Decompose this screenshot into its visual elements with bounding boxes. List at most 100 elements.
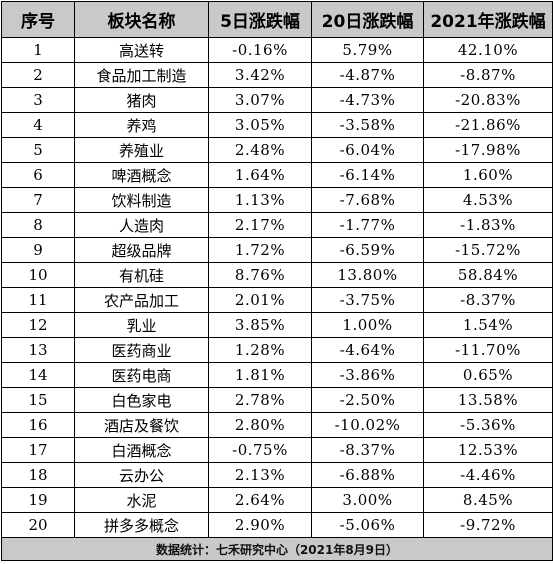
header-index: 序号	[1, 1, 75, 38]
cell-sector-name: 啤酒概念	[74, 162, 209, 188]
cell-5day-change: 2.01%	[208, 287, 312, 313]
cell-5day-change: 3.05%	[208, 112, 312, 138]
cell-20day-change: -1.77%	[311, 212, 424, 238]
cell-ytd-change: -1.83%	[423, 212, 553, 238]
cell-index: 10	[1, 262, 75, 288]
cell-index: 18	[1, 462, 75, 488]
cell-5day-change: 3.42%	[208, 62, 312, 88]
cell-20day-change: -3.75%	[311, 287, 424, 313]
cell-ytd-change: -17.98%	[423, 137, 553, 163]
cell-ytd-change: 0.65%	[423, 362, 553, 388]
cell-5day-change: 1.64%	[208, 162, 312, 188]
cell-5day-change: -0.75%	[208, 437, 312, 463]
cell-20day-change: -4.87%	[311, 62, 424, 88]
cell-index: 17	[1, 437, 75, 463]
cell-5day-change: 2.64%	[208, 487, 312, 513]
cell-sector-name: 人造肉	[74, 212, 209, 238]
cell-sector-name: 养殖业	[74, 137, 209, 163]
cell-ytd-change: -20.83%	[423, 87, 553, 113]
header-20day-change: 20日涨跌幅	[311, 1, 424, 38]
cell-sector-name: 超级品牌	[74, 237, 209, 263]
table-row: 4 养鸡 3.05% -3.58% -21.86%	[1, 112, 553, 138]
cell-sector-name: 猪肉	[74, 87, 209, 113]
cell-5day-change: -0.16%	[208, 37, 312, 63]
table-row: 17 白酒概念 -0.75% -8.37% 12.53%	[1, 437, 553, 463]
table-footer: 数据统计：七禾研究中心（2021年8月9日）	[1, 537, 553, 561]
cell-sector-name: 水泥	[74, 487, 209, 513]
cell-sector-name: 白酒概念	[74, 437, 209, 463]
cell-ytd-change: -9.72%	[423, 512, 553, 538]
cell-5day-change: 8.76%	[208, 262, 312, 288]
cell-20day-change: -6.59%	[311, 237, 424, 263]
cell-sector-name: 食品加工制造	[74, 62, 209, 88]
table-row: 9 超级品牌 1.72% -6.59% -15.72%	[1, 237, 553, 263]
cell-ytd-change: -8.87%	[423, 62, 553, 88]
cell-5day-change: 2.48%	[208, 137, 312, 163]
header-5day-change: 5日涨跌幅	[208, 1, 312, 38]
cell-20day-change: -3.58%	[311, 112, 424, 138]
cell-index: 12	[1, 312, 75, 338]
table-row: 8 人造肉 2.17% -1.77% -1.83%	[1, 212, 553, 238]
cell-20day-change: -6.88%	[311, 462, 424, 488]
cell-sector-name: 农产品加工	[74, 287, 209, 313]
table-row: 10 有机硅 8.76% 13.80% 58.84%	[1, 262, 553, 288]
cell-index: 11	[1, 287, 75, 313]
cell-ytd-change: 42.10%	[423, 37, 553, 63]
cell-ytd-change: -4.46%	[423, 462, 553, 488]
cell-sector-name: 饮料制造	[74, 187, 209, 213]
cell-index: 7	[1, 187, 75, 213]
cell-index: 2	[1, 62, 75, 88]
table-row: 7 饮料制造 1.13% -7.68% 4.53%	[1, 187, 553, 213]
header-row: 序号 板块名称 5日涨跌幅 20日涨跌幅 2021年涨跌幅	[1, 1, 553, 38]
cell-ytd-change: -11.70%	[423, 337, 553, 363]
cell-index: 20	[1, 512, 75, 538]
cell-index: 9	[1, 237, 75, 263]
cell-20day-change: -6.14%	[311, 162, 424, 188]
cell-5day-change: 1.28%	[208, 337, 312, 363]
cell-ytd-change: 58.84%	[423, 262, 553, 288]
cell-ytd-change: -5.36%	[423, 412, 553, 438]
cell-index: 13	[1, 337, 75, 363]
cell-5day-change: 1.81%	[208, 362, 312, 388]
cell-index: 16	[1, 412, 75, 438]
cell-5day-change: 3.07%	[208, 87, 312, 113]
table-row: 5 养殖业 2.48% -6.04% -17.98%	[1, 137, 553, 163]
cell-index: 3	[1, 87, 75, 113]
cell-index: 1	[1, 37, 75, 63]
header-ytd-change: 2021年涨跌幅	[423, 1, 553, 38]
cell-sector-name: 云办公	[74, 462, 209, 488]
cell-sector-name: 养鸡	[74, 112, 209, 138]
cell-ytd-change: -21.86%	[423, 112, 553, 138]
cell-20day-change: 3.00%	[311, 487, 424, 513]
cell-ytd-change: 12.53%	[423, 437, 553, 463]
table-row: 12 乳业 3.85% 1.00% 1.54%	[1, 312, 553, 338]
table-row: 6 啤酒概念 1.64% -6.14% 1.60%	[1, 162, 553, 188]
table-row: 18 云办公 2.13% -6.88% -4.46%	[1, 462, 553, 488]
cell-20day-change: -2.50%	[311, 387, 424, 413]
table-row: 20 拼多多概念 2.90% -5.06% -9.72%	[1, 512, 553, 538]
cell-index: 14	[1, 362, 75, 388]
table-row: 2 食品加工制造 3.42% -4.87% -8.87%	[1, 62, 553, 88]
cell-index: 15	[1, 387, 75, 413]
cell-20day-change: 13.80%	[311, 262, 424, 288]
cell-sector-name: 乳业	[74, 312, 209, 338]
cell-20day-change: -6.04%	[311, 137, 424, 163]
cell-20day-change: -3.86%	[311, 362, 424, 388]
cell-ytd-change: 13.58%	[423, 387, 553, 413]
cell-sector-name: 酒店及餐饮	[74, 412, 209, 438]
cell-ytd-change: 1.60%	[423, 162, 553, 188]
cell-ytd-change: -8.37%	[423, 287, 553, 313]
table-row: 16 酒店及餐饮 2.80% -10.02% -5.36%	[1, 412, 553, 438]
table-row: 3 猪肉 3.07% -4.73% -20.83%	[1, 87, 553, 113]
cell-20day-change: -8.37%	[311, 437, 424, 463]
cell-ytd-change: -15.72%	[423, 237, 553, 263]
table-header: 序号 板块名称 5日涨跌幅 20日涨跌幅 2021年涨跌幅	[1, 1, 553, 38]
table-body: 1 高送转 -0.16% 5.79% 42.10% 2 食品加工制造 3.42% -4.87% -…	[1, 37, 553, 538]
cell-sector-name: 白色家电	[74, 387, 209, 413]
cell-5day-change: 1.72%	[208, 237, 312, 263]
cell-ytd-change: 1.54%	[423, 312, 553, 338]
cell-index: 4	[1, 112, 75, 138]
data-source-note: 数据统计：七禾研究中心（2021年8月9日）	[1, 537, 553, 561]
